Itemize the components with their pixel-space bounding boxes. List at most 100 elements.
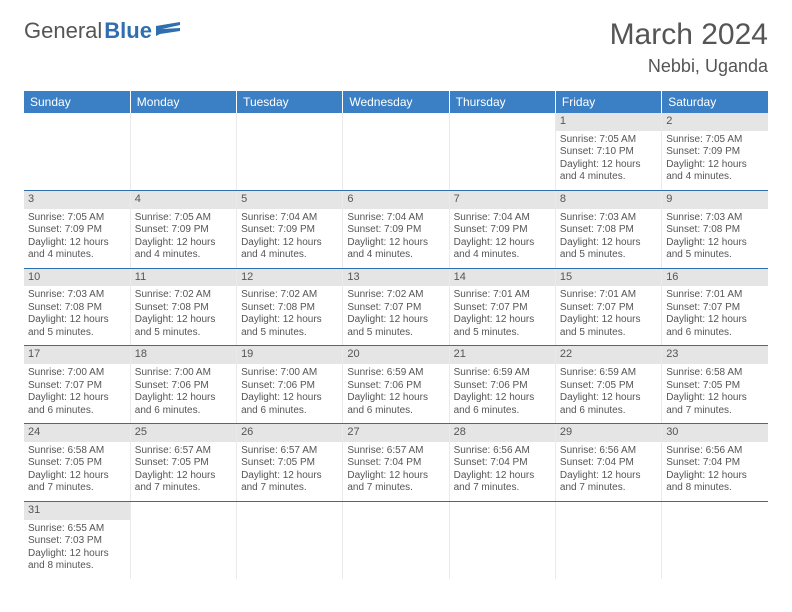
day-details: Sunrise: 6:56 AMSunset: 7:04 PMDaylight:…: [454, 445, 551, 495]
day-detail-line: Daylight: 12 hours: [241, 392, 338, 405]
calendar-cell: 8Sunrise: 7:03 AMSunset: 7:08 PMDaylight…: [555, 190, 661, 268]
day-detail-line: and 5 minutes.: [560, 327, 657, 340]
calendar-cell: 2Sunrise: 7:05 AMSunset: 7:09 PMDaylight…: [662, 113, 768, 190]
day-detail-line: Sunrise: 7:02 AM: [135, 289, 232, 302]
day-detail-line: Sunrise: 6:57 AM: [135, 445, 232, 458]
day-details: Sunrise: 6:57 AMSunset: 7:05 PMDaylight:…: [135, 445, 232, 495]
day-detail-line: Sunset: 7:06 PM: [454, 380, 551, 393]
calendar-cell: 3Sunrise: 7:05 AMSunset: 7:09 PMDaylight…: [24, 190, 130, 268]
day-detail-line: Sunrise: 7:03 AM: [666, 212, 764, 225]
calendar-cell: 12Sunrise: 7:02 AMSunset: 7:08 PMDayligh…: [237, 268, 343, 346]
day-number: 1: [556, 113, 661, 131]
calendar-week-row: 3Sunrise: 7:05 AMSunset: 7:09 PMDaylight…: [24, 190, 768, 268]
day-detail-line: Sunset: 7:09 PM: [241, 224, 338, 237]
day-detail-line: Sunset: 7:09 PM: [454, 224, 551, 237]
calendar-cell: [237, 501, 343, 578]
day-detail-line: and 7 minutes.: [560, 482, 657, 495]
day-detail-line: Daylight: 12 hours: [454, 314, 551, 327]
day-details: Sunrise: 7:02 AMSunset: 7:08 PMDaylight:…: [135, 289, 232, 339]
day-detail-line: Sunrise: 7:05 AM: [135, 212, 232, 225]
day-detail-line: Daylight: 12 hours: [347, 237, 444, 250]
day-detail-line: and 6 minutes.: [28, 405, 126, 418]
day-number: 31: [24, 502, 130, 520]
day-detail-line: and 4 minutes.: [28, 249, 126, 262]
day-detail-line: Daylight: 12 hours: [241, 470, 338, 483]
calendar-cell: 22Sunrise: 6:59 AMSunset: 7:05 PMDayligh…: [555, 346, 661, 424]
day-number: 19: [237, 346, 342, 364]
day-number: 27: [343, 424, 448, 442]
day-details: Sunrise: 6:55 AMSunset: 7:03 PMDaylight:…: [28, 523, 126, 573]
day-details: Sunrise: 7:02 AMSunset: 7:08 PMDaylight:…: [241, 289, 338, 339]
day-detail-line: Sunrise: 7:00 AM: [135, 367, 232, 380]
calendar-cell: 28Sunrise: 6:56 AMSunset: 7:04 PMDayligh…: [449, 424, 555, 502]
day-detail-line: Sunset: 7:06 PM: [135, 380, 232, 393]
day-details: Sunrise: 7:03 AMSunset: 7:08 PMDaylight:…: [28, 289, 126, 339]
day-detail-line: Sunset: 7:09 PM: [347, 224, 444, 237]
day-detail-line: Sunset: 7:04 PM: [454, 457, 551, 470]
day-detail-line: and 6 minutes.: [135, 405, 232, 418]
day-detail-line: and 7 minutes.: [454, 482, 551, 495]
day-details: Sunrise: 6:56 AMSunset: 7:04 PMDaylight:…: [560, 445, 657, 495]
day-detail-line: Sunset: 7:07 PM: [347, 302, 444, 315]
day-detail-line: Sunrise: 7:03 AM: [560, 212, 657, 225]
day-detail-line: Daylight: 12 hours: [454, 237, 551, 250]
calendar-cell: 11 Sunrise: 7:02 AMSunset: 7:08 PMDayligh…: [130, 268, 236, 346]
day-detail-line: Sunset: 7:05 PM: [135, 457, 232, 470]
day-number: 16: [662, 269, 768, 287]
day-details: Sunrise: 7:01 AMSunset: 7:07 PMDaylight:…: [560, 289, 657, 339]
day-number: 25: [131, 424, 236, 442]
day-detail-line: Sunset: 7:05 PM: [28, 457, 126, 470]
day-detail-line: Daylight: 12 hours: [666, 237, 764, 250]
day-details: Sunrise: 7:04 AMSunset: 7:09 PMDaylight:…: [347, 212, 444, 262]
day-detail-line: Sunset: 7:08 PM: [135, 302, 232, 315]
calendar-cell: [449, 113, 555, 190]
day-detail-line: Daylight: 12 hours: [666, 314, 764, 327]
day-detail-line: and 4 minutes.: [560, 171, 657, 184]
calendar-cell: [662, 501, 768, 578]
logo: GeneralBlue: [24, 18, 182, 44]
day-detail-line: and 8 minutes.: [666, 482, 764, 495]
calendar-cell: 5Sunrise: 7:04 AMSunset: 7:09 PMDaylight…: [237, 190, 343, 268]
day-details: Sunrise: 6:57 AMSunset: 7:04 PMDaylight:…: [347, 445, 444, 495]
day-header: Wednesday: [343, 91, 449, 113]
day-details: Sunrise: 7:00 AMSunset: 7:06 PMDaylight:…: [241, 367, 338, 417]
day-detail-line: Sunrise: 7:04 AM: [241, 212, 338, 225]
day-number: 24: [24, 424, 130, 442]
day-number: 20: [343, 346, 448, 364]
calendar-week-row: 24Sunrise: 6:58 AMSunset: 7:05 PMDayligh…: [24, 424, 768, 502]
day-detail-line: Daylight: 12 hours: [454, 470, 551, 483]
day-detail-line: and 5 minutes.: [560, 249, 657, 262]
calendar-cell: 29Sunrise: 6:56 AMSunset: 7:04 PMDayligh…: [555, 424, 661, 502]
day-header-row: Sunday Monday Tuesday Wednesday Thursday…: [24, 91, 768, 113]
day-detail-line: and 4 minutes.: [666, 171, 764, 184]
calendar-cell: 9Sunrise: 7:03 AMSunset: 7:08 PMDaylight…: [662, 190, 768, 268]
calendar-cell: [237, 113, 343, 190]
day-number: 4: [131, 191, 236, 209]
calendar-cell: 25 Sunrise: 6:57 AMSunset: 7:05 PMDayligh…: [130, 424, 236, 502]
day-detail-line: Sunset: 7:09 PM: [28, 224, 126, 237]
day-detail-line: Sunset: 7:06 PM: [347, 380, 444, 393]
day-details: Sunrise: 7:03 AMSunset: 7:08 PMDaylight:…: [560, 212, 657, 262]
day-detail-line: Daylight: 12 hours: [560, 314, 657, 327]
day-number: 3: [24, 191, 130, 209]
day-number: 11: [131, 269, 236, 287]
day-detail-line: Sunrise: 6:56 AM: [454, 445, 551, 458]
calendar-cell: 23Sunrise: 6:58 AMSunset: 7:05 PMDayligh…: [662, 346, 768, 424]
calendar-cell: [130, 501, 236, 578]
day-details: Sunrise: 7:04 AMSunset: 7:09 PMDaylight:…: [241, 212, 338, 262]
calendar-cell: 4Sunrise: 7:05 AMSunset: 7:09 PMDaylight…: [130, 190, 236, 268]
day-detail-line: Sunrise: 6:57 AM: [347, 445, 444, 458]
day-number: 23: [662, 346, 768, 364]
day-detail-line: Daylight: 12 hours: [560, 159, 657, 172]
day-detail-line: Sunset: 7:05 PM: [666, 380, 764, 393]
day-detail-line: Sunrise: 6:59 AM: [347, 367, 444, 380]
day-number: 14: [450, 269, 555, 287]
day-detail-line: Sunrise: 7:01 AM: [454, 289, 551, 302]
day-detail-line: Sunset: 7:07 PM: [666, 302, 764, 315]
calendar-cell: 21Sunrise: 6:59 AMSunset: 7:06 PMDayligh…: [449, 346, 555, 424]
day-detail-line: and 6 minutes.: [241, 405, 338, 418]
day-detail-line: and 5 minutes.: [347, 327, 444, 340]
day-detail-line: and 5 minutes.: [666, 249, 764, 262]
calendar-cell: 16Sunrise: 7:01 AMSunset: 7:07 PMDayligh…: [662, 268, 768, 346]
logo-flag-icon: [156, 22, 182, 40]
